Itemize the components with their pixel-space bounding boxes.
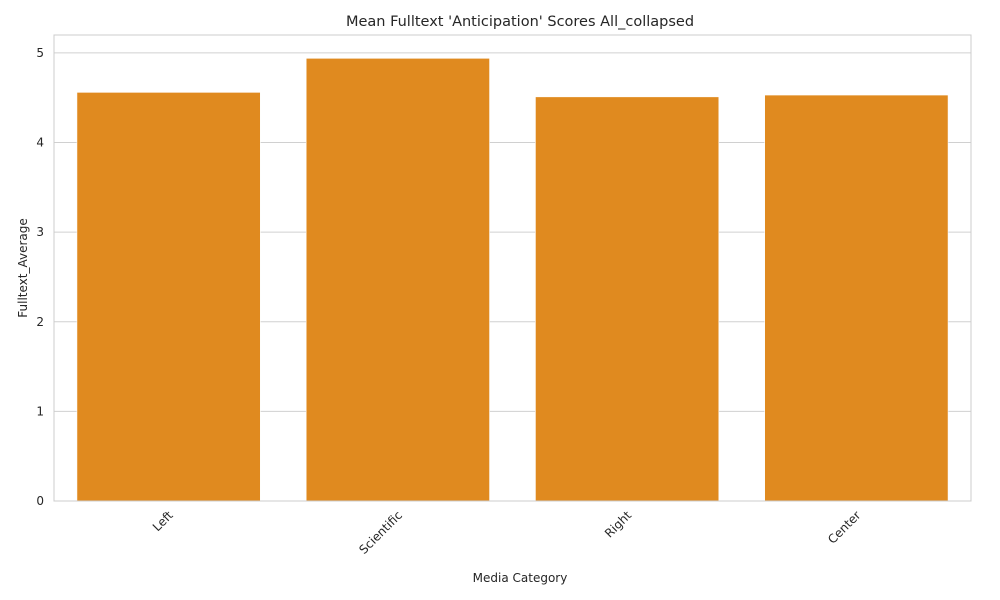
y-tick-label-1: 1: [36, 404, 44, 418]
y-tick-label-5: 5: [36, 46, 44, 60]
chart-title: Mean Fulltext 'Anticipation' Scores All_…: [346, 14, 694, 30]
x-axis-label: Media Category: [473, 571, 568, 585]
x-tick-labels: Left Scientific Right Center: [150, 508, 864, 557]
y-tick-label-4: 4: [36, 136, 44, 150]
y-tick-label-3: 3: [36, 225, 44, 239]
x-tick-label-left: Left: [150, 508, 176, 534]
x-tick-label-right: Right: [602, 508, 634, 540]
y-tick-label-2: 2: [36, 315, 44, 329]
x-tick-label-center: Center: [825, 508, 864, 547]
y-tick-labels: 0 1 2 3 4 5: [36, 46, 44, 508]
bar-center: [764, 94, 949, 502]
bar-left: [76, 92, 261, 502]
y-tick-label-0: 0: [36, 494, 44, 508]
x-tick-label-scientific: Scientific: [356, 508, 405, 557]
bar-scientific: [305, 57, 490, 502]
bars: [76, 57, 949, 502]
bar-right: [535, 96, 720, 502]
y-axis-label: Fulltext_Average: [16, 218, 30, 317]
plot-frame: [53, 34, 972, 502]
